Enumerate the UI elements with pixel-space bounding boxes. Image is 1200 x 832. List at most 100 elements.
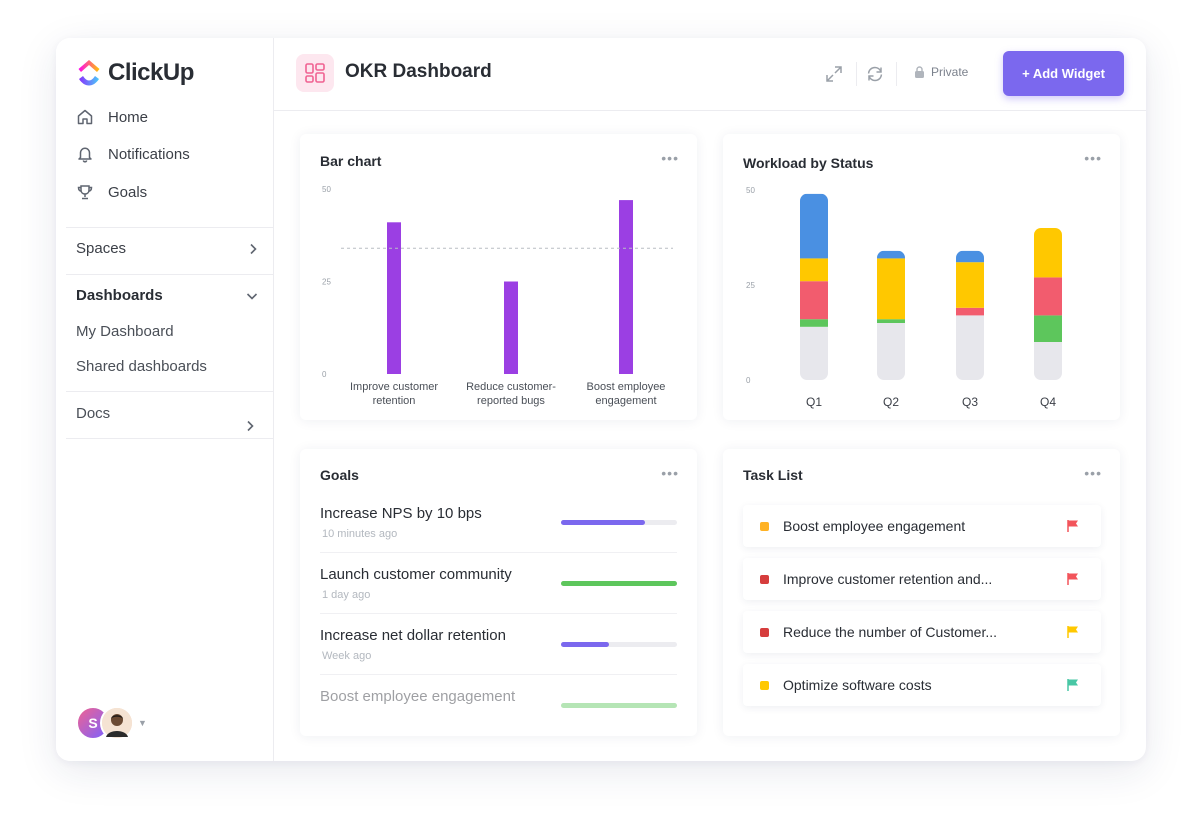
widget-title: Goals	[320, 467, 359, 483]
sidebar-item-my-dashboard[interactable]: My Dashboard	[76, 323, 174, 340]
sidebar-divider	[66, 227, 274, 228]
sidebar-divider	[66, 438, 274, 439]
task-row[interactable]: Reduce the number of Customer...	[743, 611, 1101, 653]
sidebar-section-docs[interactable]: Docs	[76, 405, 111, 422]
more-options-icon[interactable]: •••	[661, 465, 679, 481]
header-divider	[856, 62, 857, 86]
goal-progress-fill	[561, 703, 677, 708]
goal-name[interactable]: Launch customer community	[320, 566, 512, 583]
goal-time: Week ago	[322, 650, 372, 662]
chart-bar	[504, 281, 518, 374]
privacy-toggle[interactable]: Private	[914, 65, 968, 79]
sidebar-divider	[66, 391, 274, 392]
bar-chart-widget: Bar chart ••• 0 25 50 Improve customer reten…	[300, 134, 697, 420]
person-avatar-icon	[102, 708, 132, 738]
y-tick-label: 25	[746, 281, 755, 290]
clickup-logo[interactable]: ClickUp	[76, 58, 194, 88]
y-tick-label: 50	[322, 185, 331, 194]
bar-segment	[877, 250, 905, 259]
goal-name[interactable]: Boost employee engagement	[320, 688, 516, 705]
dashboard-icon	[296, 54, 334, 92]
task-list-widget: Task List ••• Boost employee engagement …	[723, 449, 1120, 736]
bar-segment	[1034, 342, 1062, 380]
task-row[interactable]: Improve customer retention and...	[743, 558, 1101, 600]
bar-segment	[800, 281, 828, 320]
goal-progress-fill	[561, 581, 677, 586]
goal-time: 10 minutes ago	[322, 528, 398, 540]
sidebar-item-label: Home	[108, 108, 149, 126]
x-tick-label: Q3	[962, 395, 978, 409]
bar-segment	[956, 250, 984, 263]
priority-flag-icon[interactable]	[1065, 677, 1081, 693]
task-status-icon[interactable]	[760, 574, 769, 584]
task-name: Improve customer retention and...	[783, 571, 993, 587]
goal-progress	[561, 703, 677, 708]
chevron-down-icon	[246, 292, 258, 300]
goal-progress	[561, 581, 677, 586]
y-tick-label: 25	[322, 278, 331, 287]
goal-name[interactable]: Increase NPS by 10 bps	[320, 505, 482, 522]
goal-divider	[320, 552, 677, 553]
task-status-icon[interactable]	[760, 521, 769, 531]
expand-icon[interactable]	[824, 64, 844, 84]
sidebar-item-label: Goals	[108, 183, 148, 201]
goal-progress-fill	[561, 520, 645, 525]
x-tick-label: engagement	[595, 395, 656, 407]
goal-time: 1 day ago	[322, 589, 371, 601]
task-row[interactable]: Boost employee engagement	[743, 505, 1101, 547]
bar-segment	[1034, 228, 1062, 278]
chevron-right-icon[interactable]	[245, 420, 255, 432]
goal-progress	[561, 520, 677, 525]
task-row[interactable]: Optimize software costs	[743, 664, 1101, 706]
refresh-icon[interactable]	[865, 64, 885, 84]
more-options-icon[interactable]: •••	[661, 150, 679, 166]
dashboard-header: OKR Dashboard Private + Add Widget	[274, 38, 1146, 111]
y-tick-label: 50	[746, 186, 755, 195]
user-avatars[interactable]: S ▼	[76, 706, 147, 740]
page-title: OKR Dashboard	[345, 61, 492, 82]
widget-title: Workload by Status	[743, 155, 874, 171]
bar-segment	[1034, 315, 1062, 342]
goal-progress-fill	[561, 642, 609, 647]
priority-flag-icon[interactable]	[1065, 571, 1081, 587]
sidebar-item-notifications[interactable]: Notifications	[76, 145, 190, 163]
avatar[interactable]	[100, 706, 134, 740]
x-tick-label: reported bugs	[477, 395, 545, 407]
goal-progress	[561, 642, 677, 647]
lock-icon	[915, 66, 924, 78]
sidebar-item-goals[interactable]: Goals	[76, 183, 147, 201]
sidebar-section-dashboards[interactable]: Dashboards	[76, 287, 258, 304]
sidebar-divider	[66, 274, 274, 275]
task-status-icon[interactable]	[760, 680, 769, 690]
goal-divider	[320, 674, 677, 675]
priority-flag-icon[interactable]	[1065, 518, 1081, 534]
more-options-icon[interactable]: •••	[1084, 150, 1102, 166]
bar-segment	[800, 193, 828, 259]
more-options-icon[interactable]: •••	[1084, 465, 1102, 481]
priority-flag-icon[interactable]	[1065, 624, 1081, 640]
clickup-logo-icon	[78, 60, 100, 86]
trophy-icon	[77, 185, 93, 200]
workload-widget: Workload by Status ••• 0 25 50 Q1 Q2 Q3 Q4	[723, 134, 1120, 420]
task-status-icon[interactable]	[760, 627, 769, 637]
brand-name: ClickUp	[108, 59, 194, 86]
x-tick-label: Improve customer	[350, 381, 438, 393]
add-widget-button[interactable]: + Add Widget	[1003, 51, 1124, 96]
y-tick-label: 0	[746, 376, 751, 385]
workload-chart-canvas: 0 25 50 Q1 Q2 Q3 Q4	[746, 186, 1062, 409]
sidebar-item-shared-dashboards[interactable]: Shared dashboards	[76, 358, 207, 375]
app-window: ClickUp Home Notifications Goals Spaces …	[56, 38, 1146, 761]
chevron-right-icon	[250, 243, 257, 254]
sidebar-section-spaces[interactable]: Spaces	[76, 240, 258, 257]
sidebar-item-home[interactable]: Home	[76, 108, 148, 126]
caret-down-icon[interactable]: ▼	[138, 718, 147, 728]
home-icon	[77, 109, 93, 125]
bar-segment	[1034, 277, 1062, 316]
sidebar-section-label: Dashboards	[76, 287, 163, 304]
goal-name[interactable]: Increase net dollar retention	[320, 627, 506, 644]
task-name: Boost employee engagement	[783, 518, 966, 534]
bar-segment	[877, 319, 905, 323]
x-tick-label: Boost employee	[587, 381, 666, 393]
bar-segment	[956, 307, 984, 316]
task-name: Reduce the number of Customer...	[783, 624, 997, 640]
